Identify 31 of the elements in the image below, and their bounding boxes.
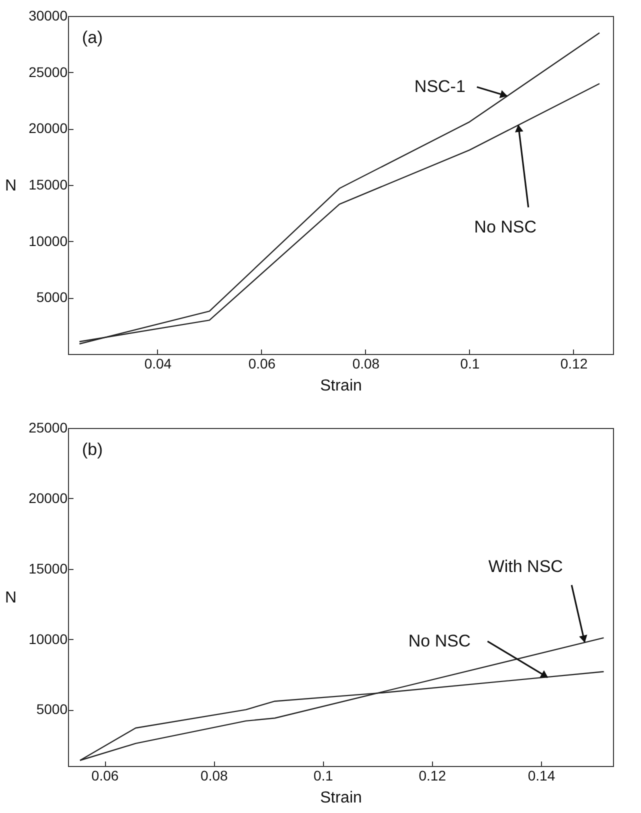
y-tick-label: 30000 — [28, 8, 68, 24]
y-tick-label: 15000 — [28, 176, 68, 192]
x-tick-label: 0.12 — [560, 356, 588, 372]
y-tick-label: 25000 — [28, 64, 68, 80]
y-tick-label: 5000 — [36, 289, 68, 306]
y-tick-label: 10000 — [28, 232, 68, 249]
x-tick-label: 0.08 — [200, 768, 228, 784]
y-tick-label: 20000 — [28, 490, 68, 506]
annotation: NSC-1 — [414, 76, 466, 96]
x-tick-label: 0.14 — [528, 768, 556, 784]
annotation: (a) — [82, 28, 103, 47]
x-tick-label: 0.04 — [144, 356, 172, 372]
y-axis-title: N — [5, 590, 17, 606]
y-tick-label: 15000 — [28, 560, 68, 576]
x-tick-label: 0.1 — [460, 356, 480, 372]
x-tick-label: 0.1 — [314, 768, 334, 784]
annotation: No NSC — [408, 631, 471, 650]
y-tick-label: 25000 — [28, 420, 68, 436]
annotation: (b) — [82, 440, 103, 459]
x-tick-label: 0.08 — [352, 356, 380, 372]
y-axis-title: N — [5, 178, 17, 194]
x-tick-label: 0.06 — [91, 768, 119, 784]
annotation: No NSC — [474, 217, 537, 236]
x-tick-label: 0.12 — [418, 768, 446, 784]
y-tick-label: 5000 — [36, 701, 68, 718]
y-tick-label: 20000 — [28, 120, 68, 136]
x-tick-label: 0.06 — [248, 356, 276, 372]
annotation: With NSC — [488, 557, 563, 576]
x-axis-title: Strain — [320, 378, 362, 394]
y-tick-label: 10000 — [28, 630, 68, 647]
x-axis-title: Strain — [320, 790, 362, 806]
